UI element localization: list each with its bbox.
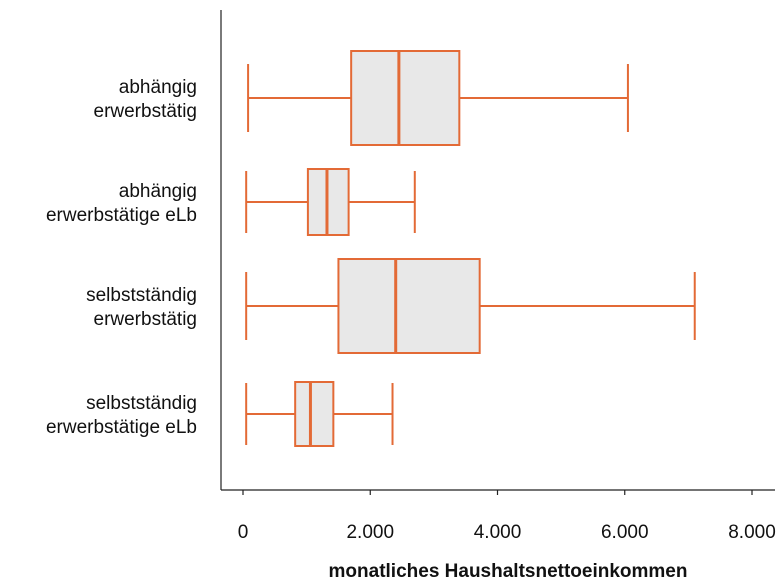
category-label-1: abhängig erwerbstätig (94, 77, 198, 122)
category-label-line: selbstständig (86, 285, 197, 306)
iqr-box (350, 50, 461, 146)
x-tick-label: 4.000 (474, 522, 522, 543)
box-group-4 (245, 381, 394, 447)
category-label-line: erwerbstätig (94, 101, 198, 122)
x-axis-title: monatliches Haushaltsnettoeinkommen (329, 561, 688, 582)
category-label-line: abhängig (119, 77, 197, 98)
category-label-line: erwerbstätig (94, 309, 198, 330)
x-tick-layer: 0 2.000 4.000 6.000 8.000 (238, 490, 776, 543)
box-group-3 (245, 258, 696, 354)
category-label-4: selbstständig erwerbstätige eLb (46, 393, 197, 438)
category-label-2: abhängig erwerbstätige eLb (46, 181, 197, 226)
category-label-line: erwerbstätige eLb (46, 417, 197, 438)
x-tick-label: 0 (238, 522, 249, 543)
box-group-2 (245, 168, 416, 236)
category-labels: abhängig erwerbstätig abhängig erwerbstätig… (46, 77, 197, 438)
category-label-line: erwerbstätige eLb (46, 205, 197, 226)
category-label-3: selbstständig erwerbstätig (86, 285, 197, 330)
category-label-line: abhängig (119, 181, 197, 202)
iqr-box (294, 381, 335, 447)
iqr-box (337, 258, 481, 354)
x-tick-label: 8.000 (728, 522, 776, 543)
box-group-1 (247, 50, 629, 146)
x-tick-label: 2.000 (346, 522, 394, 543)
x-tick-label: 6.000 (601, 522, 649, 543)
box-layer (245, 50, 696, 447)
category-label-line: selbstständig (86, 393, 197, 414)
